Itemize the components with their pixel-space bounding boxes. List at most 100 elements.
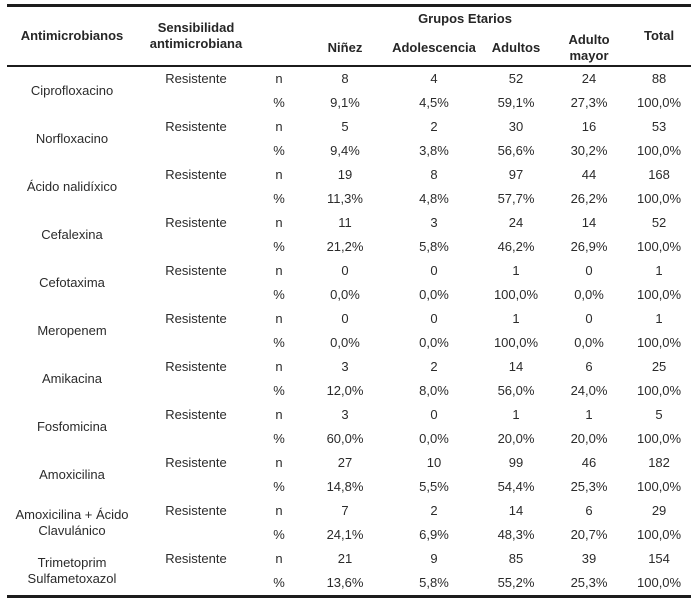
percent-value: 100,0% xyxy=(637,479,682,495)
antimicrobial-name: Fosfomicina xyxy=(36,419,108,435)
percent-value: 4,5% xyxy=(419,95,449,111)
count-value: 99 xyxy=(508,455,524,471)
table-row-n: Ciprofloxacino Resistente n 8 4 52 24 88 xyxy=(7,66,691,98)
antimicrobial-name: Amoxicilina xyxy=(39,467,105,483)
percent-value: 100,0% xyxy=(637,335,682,351)
stat-label-pct: % xyxy=(273,527,285,543)
count-value: 1 xyxy=(512,407,520,423)
header-ninez: Niñez xyxy=(303,31,387,67)
sensitivity-value: Resistente xyxy=(165,359,227,375)
stat-label-pct: % xyxy=(273,143,285,159)
count-value: 0 xyxy=(430,263,438,279)
percent-value: 100,0% xyxy=(637,575,682,591)
percent-value: 55,2% xyxy=(497,575,535,591)
stat-label-n: n xyxy=(275,263,283,279)
table-row-pct: % 0,0% 0,0% 100,0% 0,0% 100,0% xyxy=(7,283,691,307)
percent-value: 59,1% xyxy=(497,95,535,111)
table-row-n: Norfloxacino Resistente n 5 2 30 16 53 xyxy=(7,115,691,146)
sensitivity-value: Resistente xyxy=(165,71,227,87)
sensitivity-value: Resistente xyxy=(165,215,227,231)
antimicrobial-name: Norfloxacino xyxy=(35,131,109,147)
stat-label-pct: % xyxy=(273,335,285,351)
table-row-n: Amoxicilina + Ácido Clavulánico Resistent… xyxy=(7,499,691,538)
table-header: Antimicrobianos Sensibilidad antimicrobi… xyxy=(7,5,692,67)
stat-label-n: n xyxy=(275,215,283,231)
count-value: 24 xyxy=(581,71,597,87)
count-value: 14 xyxy=(508,503,524,519)
percent-value: 0,0% xyxy=(419,287,449,303)
count-value: 1 xyxy=(585,407,593,423)
percent-value: 100,0% xyxy=(637,431,682,447)
antimicrobial-name: Meropenem xyxy=(37,323,107,339)
count-value: 44 xyxy=(581,167,597,183)
count-value: 52 xyxy=(508,71,524,87)
table-row-n: Cefotaxima Resistente n 0 0 1 0 1 xyxy=(7,259,691,290)
table-row-n: Meropenem Resistente n 0 0 1 0 1 xyxy=(7,307,691,338)
count-value: 53 xyxy=(651,119,667,135)
count-value: 11 xyxy=(338,215,352,231)
percent-value: 0,0% xyxy=(330,287,360,303)
count-value: 25 xyxy=(651,359,667,375)
sensitivity-value: Resistente xyxy=(165,119,227,135)
header-antimicrobials: Antimicrobianos xyxy=(7,5,137,67)
percent-value: 100,0% xyxy=(493,287,539,303)
stat-label-pct: % xyxy=(273,287,285,303)
percent-value: 4,8% xyxy=(419,191,449,207)
percent-value: 100,0% xyxy=(637,239,682,255)
count-value: 1 xyxy=(512,263,520,279)
table-row-pct: % 9,1% 4,5% 59,1% 27,3% 100,0% xyxy=(7,91,691,115)
percent-value: 21,2% xyxy=(326,239,364,255)
stat-label-pct: % xyxy=(273,191,285,207)
count-value: 5 xyxy=(655,407,663,423)
count-value: 0 xyxy=(341,311,349,327)
antimicrobial-name: Ácido nalidíxico xyxy=(26,179,118,195)
count-value: 21 xyxy=(337,551,353,567)
table-row-pct: % 9,4% 3,8% 56,6% 30,2% 100,0% xyxy=(7,139,691,163)
sensitivity-empty xyxy=(137,571,255,597)
percent-value: 100,0% xyxy=(637,383,682,399)
percent-value: 9,1% xyxy=(330,95,360,111)
header-total: Total xyxy=(627,5,692,67)
resistance-table: Antimicrobianos Sensibilidad antimicrobi… xyxy=(7,4,692,598)
sensitivity-empty xyxy=(137,187,255,211)
count-value: 19 xyxy=(337,167,353,183)
stat-label-pct: % xyxy=(273,95,285,111)
stat-label-pct: % xyxy=(273,383,285,399)
count-value: 6 xyxy=(585,503,593,519)
count-value: 7 xyxy=(341,503,349,519)
antimicrobial-name: Trimetoprim Sulfametoxazol xyxy=(27,555,117,586)
percent-value: 24,0% xyxy=(570,383,608,399)
sensitivity-empty xyxy=(137,523,255,547)
count-value: 1 xyxy=(655,263,663,279)
stat-label-n: n xyxy=(275,551,283,567)
header-adolescencia: Adolescencia xyxy=(387,31,481,67)
count-value: 16 xyxy=(581,119,597,135)
percent-value: 5,8% xyxy=(419,575,449,591)
antimicrobial-name: Cefotaxima xyxy=(39,275,105,291)
percent-value: 0,0% xyxy=(574,287,604,303)
sensitivity-empty xyxy=(137,91,255,115)
antimicrobial-name: Cefalexina xyxy=(41,227,103,243)
sensitivity-empty xyxy=(137,235,255,259)
header-age-groups: Grupos Etarios xyxy=(418,11,512,27)
sensitivity-value: Resistente xyxy=(165,551,227,567)
count-value: 154 xyxy=(648,551,670,567)
sensitivity-empty xyxy=(137,379,255,403)
percent-value: 48,3% xyxy=(497,527,535,543)
percent-value: 3,8% xyxy=(419,143,449,159)
stat-label-pct: % xyxy=(273,431,285,447)
sensitivity-empty xyxy=(137,475,255,499)
count-value: 8 xyxy=(341,71,349,87)
percent-value: 30,2% xyxy=(570,143,608,159)
sensitivity-value: Resistente xyxy=(165,503,227,519)
count-value: 0 xyxy=(585,311,593,327)
percent-value: 5,5% xyxy=(419,479,449,495)
percent-value: 56,6% xyxy=(497,143,535,159)
sensitivity-value: Resistente xyxy=(165,167,227,183)
stat-label-n: n xyxy=(275,455,283,471)
count-value: 1 xyxy=(512,311,520,327)
percent-value: 100,0% xyxy=(637,95,682,111)
count-value: 3 xyxy=(430,215,438,231)
count-value: 39 xyxy=(581,551,597,567)
percent-value: 57,7% xyxy=(497,191,535,207)
